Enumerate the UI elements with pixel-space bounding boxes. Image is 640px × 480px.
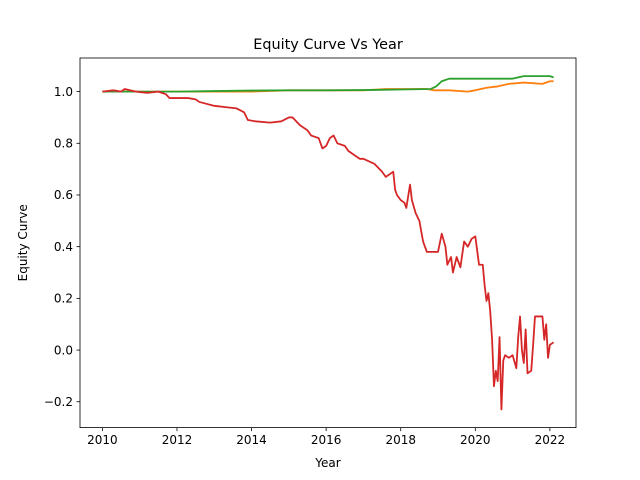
y-axis-title: Equity Curve	[16, 204, 30, 281]
y-tick-label: 0.2	[54, 292, 73, 306]
y-tick-label: 0.0	[54, 343, 73, 357]
y-tick-label: −0.2	[44, 395, 73, 409]
x-tick-label: 2012	[162, 433, 193, 447]
x-tick-label: 2020	[460, 433, 491, 447]
y-tick-label: 0.4	[54, 240, 73, 254]
series-line-2	[102, 75, 554, 93]
x-tick-label: 2010	[87, 433, 118, 447]
x-tick-label: 2016	[311, 433, 342, 447]
y-tick-label: 1.0	[54, 85, 73, 99]
y-axis-ticks: −0.2 0.0 0.2 0.4 0.6 0.8 1.0	[44, 85, 80, 409]
y-tick-label: 0.8	[54, 136, 73, 150]
x-tick-label: 2018	[385, 433, 416, 447]
x-axis-title: Year	[314, 456, 340, 470]
series-lines	[102, 75, 555, 411]
series-line-3	[102, 88, 555, 411]
y-tick-label: 0.6	[54, 188, 73, 202]
axes-frame	[79, 57, 577, 429]
x-tick-label: 2014	[236, 433, 267, 447]
x-tick-label: 2022	[535, 433, 566, 447]
chart-title: Equity Curve Vs Year	[253, 37, 403, 53]
x-axis-ticks: 2010 2012 2014 2016 2018 2020 2022	[87, 427, 566, 447]
